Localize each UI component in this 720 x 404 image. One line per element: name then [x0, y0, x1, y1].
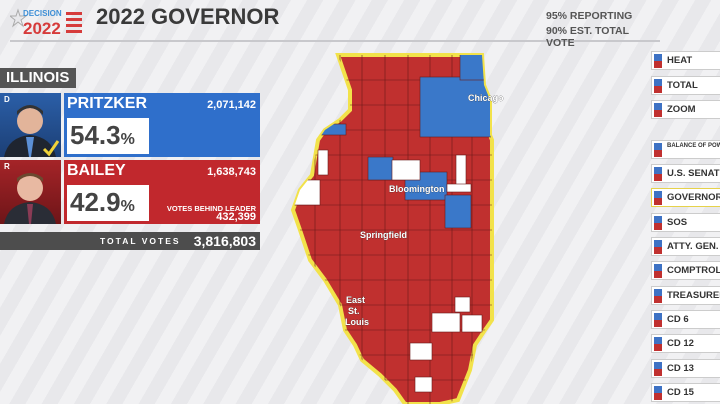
- candidate-photo: D: [0, 93, 61, 157]
- menu-button-label: CD 15: [667, 387, 694, 398]
- menu-button-treasurer[interactable]: TREASURER: [651, 286, 720, 305]
- menu-button-balance-of-power[interactable]: BALANCE OF POWER: [651, 140, 720, 159]
- menu-button-label: CD 13: [667, 363, 694, 374]
- dem-counties[interactable]: [315, 50, 492, 229]
- city-label-east: East: [346, 295, 365, 305]
- behind-label: VOTES BEHIND LEADER: [166, 204, 256, 213]
- county-grid: [293, 55, 492, 404]
- menu-button-sos[interactable]: SOS: [651, 213, 720, 232]
- svg-text:DECISION: DECISION: [23, 9, 62, 18]
- est-total-vote: 90% EST. TOTAL VOTE: [546, 25, 629, 49]
- menu-button-cd-15[interactable]: CD 15: [651, 383, 720, 402]
- menu-button-zoom[interactable]: ZOOM: [651, 100, 720, 119]
- flag-icon: [654, 191, 662, 205]
- page-title: 2022 GOVERNOR: [96, 4, 280, 29]
- menu-button-atty-gen[interactable]: ATTY. GEN.: [651, 237, 720, 256]
- flag-icon: [654, 337, 662, 351]
- party-badge: D: [4, 95, 10, 104]
- menu-button-label: TREASURER: [667, 290, 720, 301]
- candidate-name: PRITZKER: [67, 95, 147, 112]
- menu-button-label: GOVERNOR: [667, 192, 720, 203]
- winner-check-icon: [42, 140, 60, 157]
- menu-button-label: TOTAL: [667, 80, 698, 91]
- menu-button-label: SOS: [667, 217, 688, 228]
- candidate-votes: 1,638,743: [207, 166, 256, 178]
- candidate-card-bailey: R BAILEY 1,638,743 42.9% VOTES BEHIND LE…: [0, 160, 260, 224]
- percent-value: 42.9: [70, 187, 121, 217]
- candidate-votes: 2,071,142: [207, 99, 256, 111]
- flag-icon: [654, 167, 662, 181]
- flag-icon: [654, 216, 662, 230]
- flag-icon: [654, 240, 662, 254]
- candidate-result: BAILEY 1,638,743 42.9% VOTES BEHIND LEAD…: [64, 160, 260, 224]
- menu-button-comptroller[interactable]: COMPTROLLER: [651, 261, 720, 280]
- flag-icon: [654, 386, 662, 400]
- total-votes-value: 3,816,803: [193, 233, 256, 249]
- city-label-st: St.: [348, 306, 360, 316]
- svg-text:2022: 2022: [23, 19, 61, 36]
- menu-button-label: CD 6: [667, 314, 689, 325]
- menu-button-heat[interactable]: HEAT: [651, 51, 720, 70]
- flag-icon: [654, 362, 662, 376]
- state-label: ILLINOIS: [0, 68, 76, 88]
- menu-button-label: COMPTROLLER: [667, 265, 720, 276]
- menu-button-label: U.S. SENATE: [667, 168, 720, 179]
- reporting-status: 95% REPORTING: [546, 10, 633, 22]
- flag-icon: [654, 313, 662, 327]
- percent-value: 54.3: [70, 120, 121, 150]
- party-badge: R: [4, 162, 10, 171]
- menu-button-total[interactable]: TOTAL: [651, 76, 720, 95]
- menu-button-label: HEAT: [667, 55, 693, 66]
- avatar: [4, 105, 60, 157]
- candidate-card-pritzker: D PRITZKER 2,071,142 54.3%: [0, 93, 260, 157]
- menu-button-cd-13[interactable]: CD 13: [651, 359, 720, 378]
- city-label-springfield: Springfield: [360, 230, 407, 240]
- city-label-bloomington: Bloomington: [389, 184, 445, 194]
- candidate-photo: R: [0, 160, 61, 224]
- menu-button-cd-6[interactable]: CD 6: [651, 310, 720, 329]
- menu-button-label: CD 12: [667, 338, 694, 349]
- menu-button-cd-12[interactable]: CD 12: [651, 334, 720, 353]
- candidate-result: PRITZKER 2,071,142 54.3%: [64, 93, 260, 157]
- flag-icon: [654, 103, 662, 117]
- decision-2022-logo: DECISION 2022: [10, 8, 82, 36]
- menu-button-u-s-senate[interactable]: U.S. SENATE: [651, 164, 720, 183]
- candidate-percent: 42.9%: [67, 185, 149, 221]
- votes-behind-leader: VOTES BEHIND LEADER 432,399: [166, 204, 256, 223]
- avatar: [4, 173, 56, 224]
- menu-button-label: ATTY. GEN.: [667, 241, 719, 252]
- flag-icon: [654, 79, 662, 93]
- candidate-percent: 54.3%: [67, 118, 149, 154]
- total-votes-bar: TOTAL VOTES 3,816,803: [0, 232, 260, 250]
- menu-button-label: BALANCE OF POWER: [667, 143, 720, 149]
- percent-sign: %: [120, 131, 135, 148]
- flag-icon: [654, 289, 662, 303]
- total-votes-label: TOTAL VOTES: [100, 236, 181, 246]
- candidate-name: BAILEY: [67, 162, 126, 179]
- menu-button-label: ZOOM: [667, 104, 696, 115]
- behind-value: 432,399: [216, 211, 256, 223]
- flag-icon: [654, 54, 662, 68]
- city-label-chicago: Chicago: [468, 93, 504, 103]
- menu-button-governor[interactable]: GOVERNOR: [651, 188, 720, 207]
- percent-sign: %: [120, 198, 135, 215]
- header-divider: [10, 40, 660, 42]
- city-label-louis: Louis: [345, 317, 369, 327]
- flag-icon: [654, 264, 662, 278]
- flag-icon: [654, 143, 662, 157]
